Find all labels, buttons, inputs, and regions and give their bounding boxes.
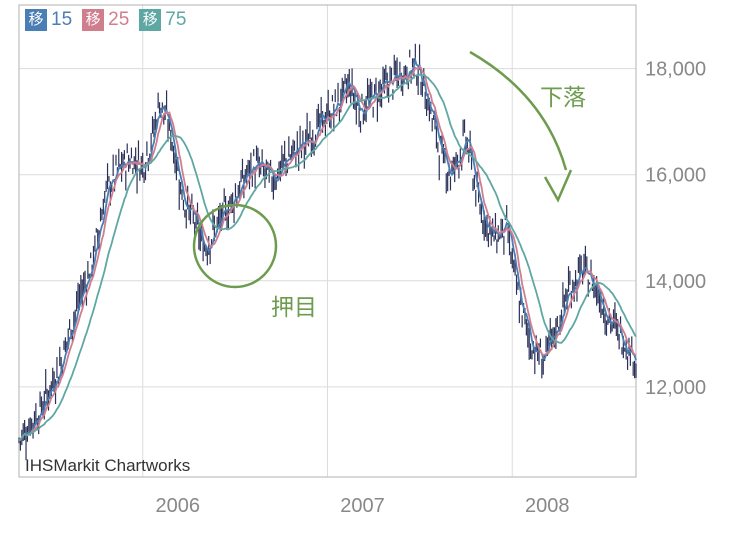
legend-period-ma25: 25 bbox=[108, 9, 130, 30]
pullback-annotation: 押目 bbox=[271, 294, 317, 320]
legend-badge-ma25: 移 bbox=[82, 9, 105, 31]
chart-legend: 移 15 移 25 移 75 bbox=[25, 9, 186, 31]
legend-ma15[interactable]: 移 15 bbox=[25, 9, 72, 31]
y-tick-label: 16,000 bbox=[645, 165, 706, 187]
legend-ma75[interactable]: 移 75 bbox=[139, 9, 186, 31]
y-tick-label: 14,000 bbox=[645, 271, 706, 293]
legend-period-ma75: 75 bbox=[165, 9, 187, 30]
x-tick-label: 2008 bbox=[525, 495, 570, 517]
y-tick-label: 18,000 bbox=[645, 59, 706, 81]
x-tick-label: 2007 bbox=[340, 495, 385, 517]
ma75-line bbox=[18, 73, 637, 441]
decline-annotation: 下落 bbox=[540, 84, 586, 110]
x-tick-label: 2006 bbox=[156, 495, 201, 517]
decline-arrow-head bbox=[543, 169, 573, 203]
y-tick-label: 12,000 bbox=[645, 377, 706, 399]
decline-arrow-line bbox=[469, 50, 568, 171]
legend-badge-ma75: 移 bbox=[139, 9, 162, 31]
plot-frame bbox=[18, 4, 637, 478]
ma25-line bbox=[18, 65, 637, 441]
pullback-circle bbox=[192, 203, 278, 289]
source-label: IHSMarkit Chartworks bbox=[25, 456, 191, 475]
legend-ma25[interactable]: 移 25 bbox=[82, 9, 129, 31]
legend-badge-ma15: 移 bbox=[25, 9, 47, 31]
legend-period-ma15: 15 bbox=[51, 9, 73, 30]
